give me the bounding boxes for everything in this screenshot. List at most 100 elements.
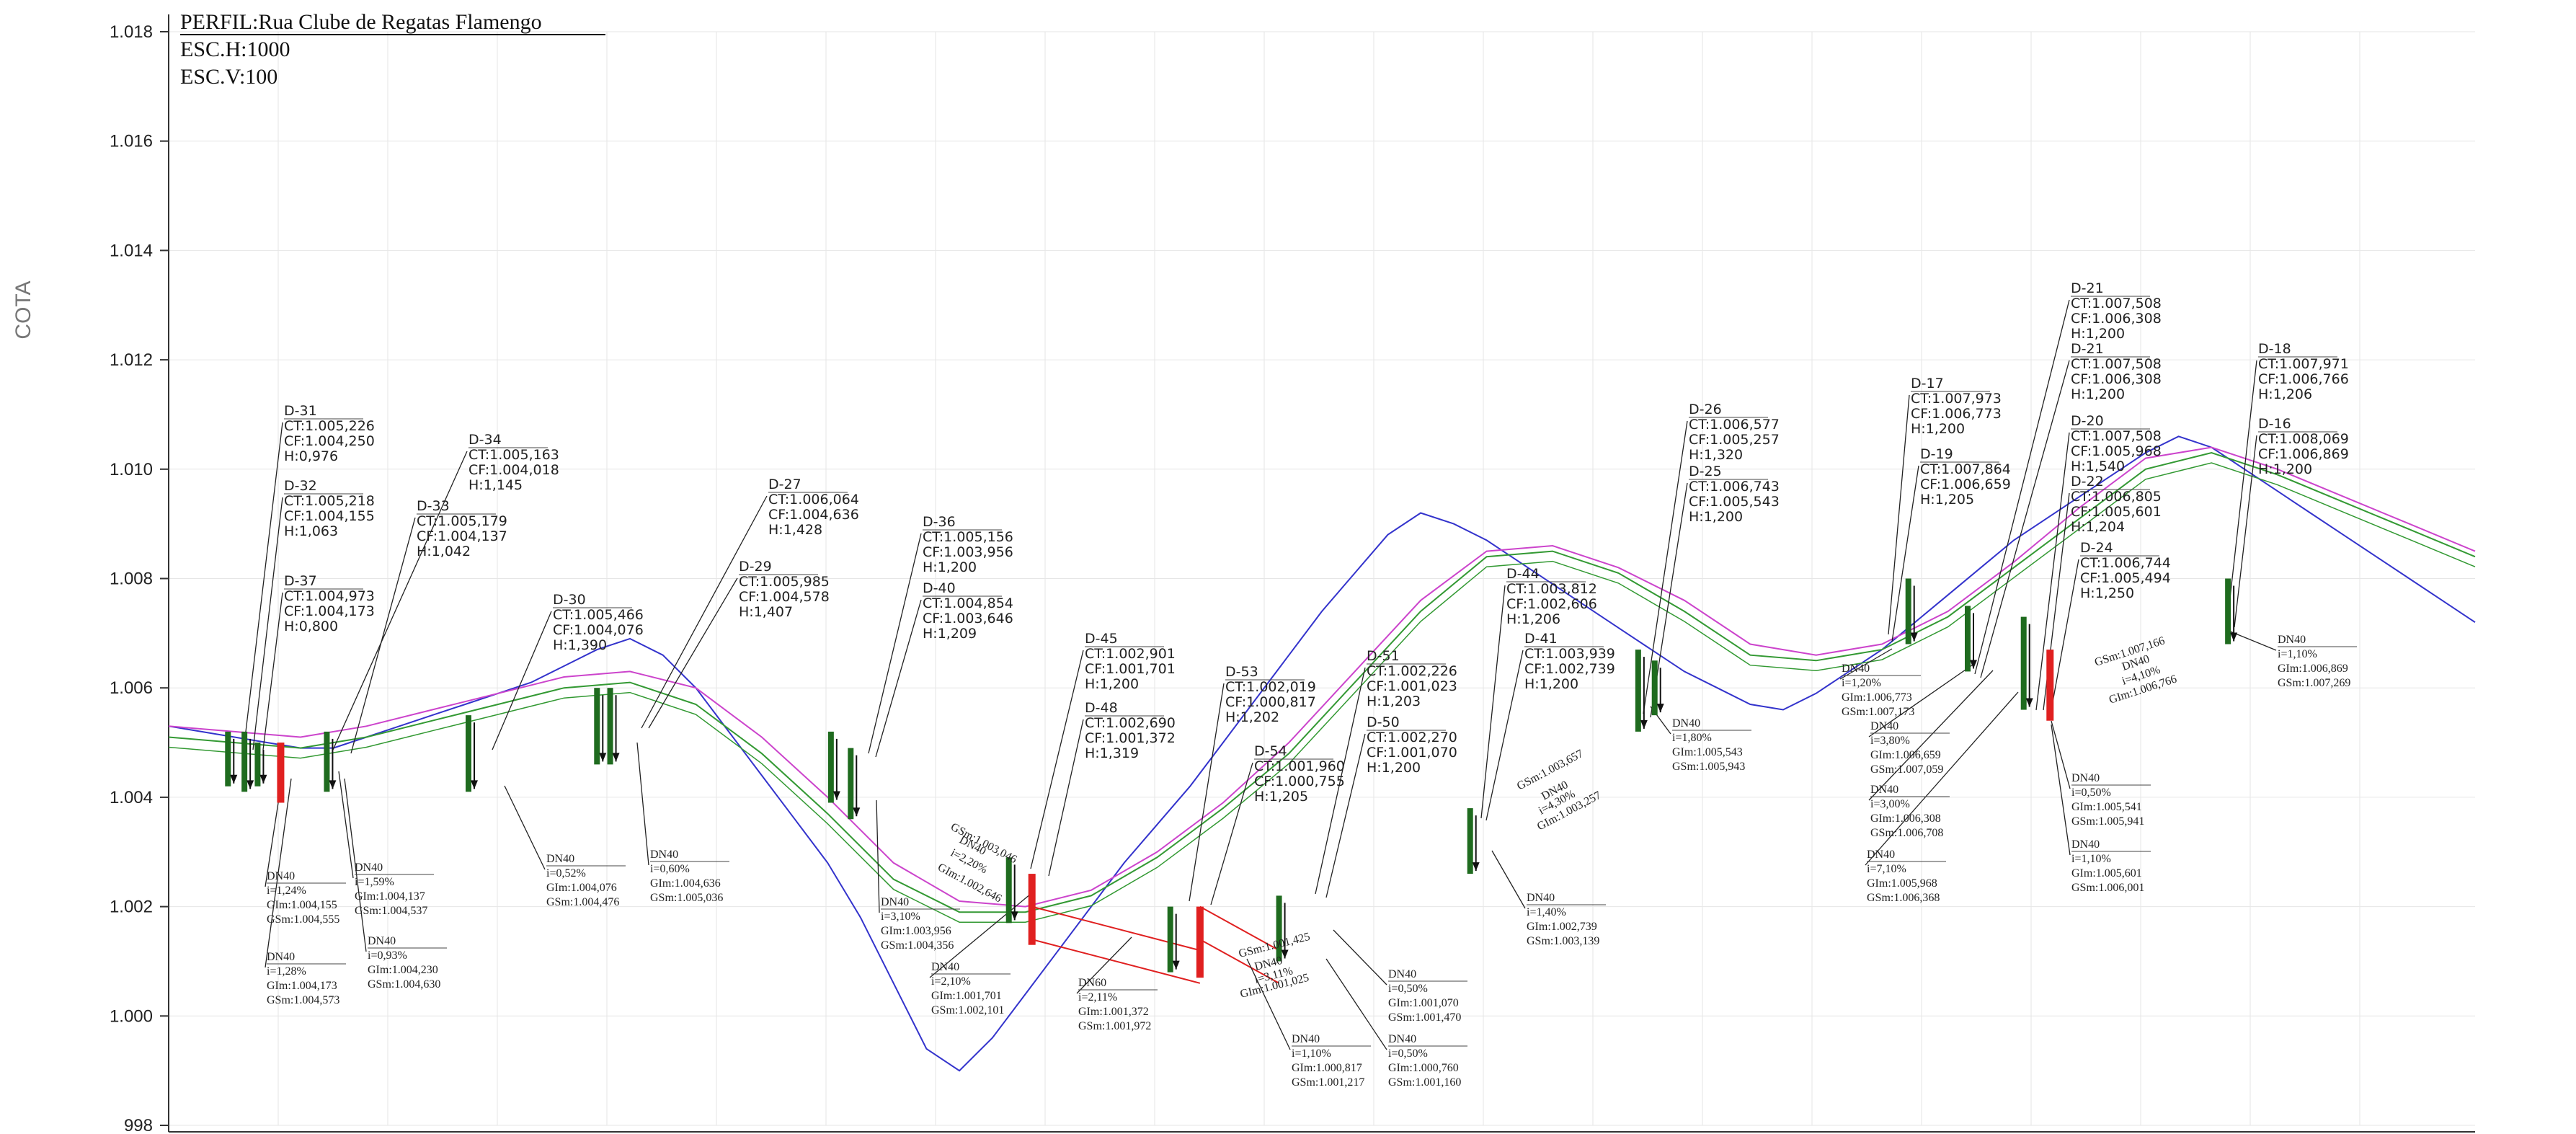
pipe-label-line: GSm:1.006,708: [1870, 827, 1943, 839]
leader-line: [875, 599, 922, 758]
manhole-label-line: D-51: [1367, 648, 1400, 664]
y-tick-label: 1.012: [110, 350, 153, 370]
manhole: [848, 748, 854, 820]
pipe-label-line: DN40: [881, 896, 909, 908]
leader-line: [2234, 435, 2257, 628]
pipe-label-line: GIm:1.002,739: [1527, 921, 1597, 933]
pipe-label-line: GSm:1.004,356: [881, 939, 954, 952]
manhole-label-line: CF:1.006,659: [1920, 477, 2011, 492]
manhole-label-line: D-18: [2258, 341, 2291, 357]
drop-link: [1031, 905, 1201, 952]
manhole-label-line: CF:1.001,023: [1367, 678, 1457, 694]
leader-line: [1980, 360, 2070, 678]
manhole-label-line: H:1,063: [284, 523, 338, 539]
manhole: [1905, 578, 1911, 644]
manhole-label-line: D-26: [1689, 402, 1722, 417]
manhole: [2225, 578, 2231, 644]
pipe-label-line: i=0,52%: [546, 867, 586, 880]
manhole-label-line: D-22: [2071, 474, 2104, 490]
manhole-label-line: CF:1.004,173: [284, 603, 375, 619]
pipe-label-line: GSm:1.004,630: [368, 978, 440, 991]
leader-line: [1491, 850, 1526, 909]
leader-line: [868, 533, 922, 754]
pipe-label-line: GSm:1.003,139: [1527, 935, 1599, 947]
manhole-label-line: H:1,540: [2071, 459, 2125, 474]
pipe-label-line: i=1,28%: [267, 965, 306, 978]
manhole-annotations: D-31CT:1.005,226CF:1.004,250H:0,976D-32C…: [284, 280, 2349, 805]
manhole-label-line: H:1,407: [739, 604, 793, 620]
pipe-label-line: DN40: [1672, 717, 1700, 730]
manhole: [324, 731, 330, 792]
manhole-label-line: D-25: [1689, 464, 1722, 479]
pipe-label-line: DN40: [2278, 634, 2306, 646]
series-line-surface: [168, 446, 2476, 908]
y-tick-label: 1.008: [110, 570, 153, 589]
pipe-annotations: DN40 i=1,24% GIm:1.004,155 GSm:1.004,555 DN4…: [267, 634, 2357, 1089]
manhole-label-line: D-50: [1367, 714, 1400, 730]
manhole-label-line: D-19: [1920, 446, 1953, 462]
manhole-label-line: CT:1.007,973: [1911, 391, 2002, 407]
manhole-label-line: CF:1.004,636: [768, 507, 859, 523]
pipe-label-line: i=7,10%: [1867, 863, 1906, 875]
manhole-label-line: D-44: [1506, 566, 1540, 582]
pipe-label-line: GSm:1.001,470: [1388, 1011, 1461, 1024]
manhole-arrowhead: [1472, 862, 1480, 872]
pipe-label-line: DN40: [1527, 892, 1555, 904]
manhole-arrowhead: [853, 807, 861, 817]
manhole-label-line: CF:1.005,257: [1689, 432, 1780, 448]
manhole-label-line: D-20: [2071, 413, 2104, 429]
leader-line: [1325, 733, 1366, 898]
manhole-label-line: CT:1.007,508: [2071, 296, 2162, 311]
profile-lines: [168, 435, 2476, 1072]
manhole-label-line: D-40: [923, 580, 956, 596]
manhole-label-line: CT:1.005,179: [417, 513, 507, 529]
manhole-label-line: CF:1.000,755: [1254, 774, 1345, 789]
pipe-label-line: i=0,50%: [1388, 983, 1428, 995]
manhole-label-line: H:0,976: [284, 448, 338, 464]
pipe-label-line: i=1,40%: [1527, 906, 1566, 918]
leader-line: [2226, 360, 2257, 624]
leader-line: [1868, 663, 1976, 737]
pipe-label-line: i=2,11%: [1078, 991, 1117, 1004]
manhole-arrowhead: [1281, 949, 1289, 959]
y-tick-label: 1.010: [110, 460, 153, 479]
pipe-label-line: DN40: [267, 870, 295, 882]
drop-structure: [1028, 874, 1036, 945]
manhole-label-line: CF:1.004,076: [553, 622, 644, 638]
vertical-scale: ESC.V:100: [180, 65, 277, 89]
pipe-label-line: GSm:1.004,555: [267, 913, 339, 926]
pipe-label-line: i=0,60%: [650, 863, 690, 875]
pipe-label-line: i=1,10%: [2278, 648, 2317, 660]
manhole-label-line: CF:1.004,155: [284, 508, 375, 524]
drop-structure: [277, 743, 285, 803]
pipe-label-line: i=1,80%: [1672, 732, 1712, 744]
manhole-label-line: H:1,205: [1254, 789, 1308, 805]
manhole-label-line: CF:1.006,766: [2258, 371, 2349, 387]
leader-line: [1974, 299, 2070, 675]
manhole-label-line: CF:1.001,372: [1085, 730, 1176, 746]
y-tick-label: 998: [124, 1116, 153, 1134]
manhole-arrowhead: [1910, 632, 1918, 642]
pipe-label-line: GSm:1.007,269: [2278, 677, 2350, 689]
manhole-label-line: H:1,200: [1524, 676, 1578, 692]
manhole: [594, 688, 600, 765]
leader-line: [1891, 465, 1919, 642]
manhole: [1005, 857, 1012, 923]
pipe-label-line: GIm:1.001,701: [931, 990, 1002, 1002]
manhole-label-line: CT:1.001,960: [1254, 758, 1345, 774]
manhole-label-line: H:1,042: [417, 544, 471, 559]
pipe-label-line: GSm:1.004,537: [355, 905, 427, 917]
leader-line: [1643, 420, 1688, 714]
pipe-label-line: GIm:1.005,968: [1867, 877, 1937, 890]
manhole-label-line: CT:1.002,019: [1225, 679, 1316, 695]
series-line-network: [168, 451, 2476, 913]
pipe-label-line: GIm:1.000,817: [1292, 1062, 1362, 1074]
pipe-label-line: DN40: [1388, 1033, 1416, 1045]
pipe-label-line: GIm:1.006,773: [1842, 691, 1912, 704]
pipe-label-line: i=1,59%: [355, 876, 394, 888]
leader-line: [1315, 667, 1366, 895]
manhole: [254, 743, 261, 787]
pipe-label-line: DN40: [650, 849, 678, 861]
manhole-label-line: D-48: [1085, 700, 1118, 716]
pipe-label-line: GIm:1.001,070: [1388, 997, 1459, 1009]
